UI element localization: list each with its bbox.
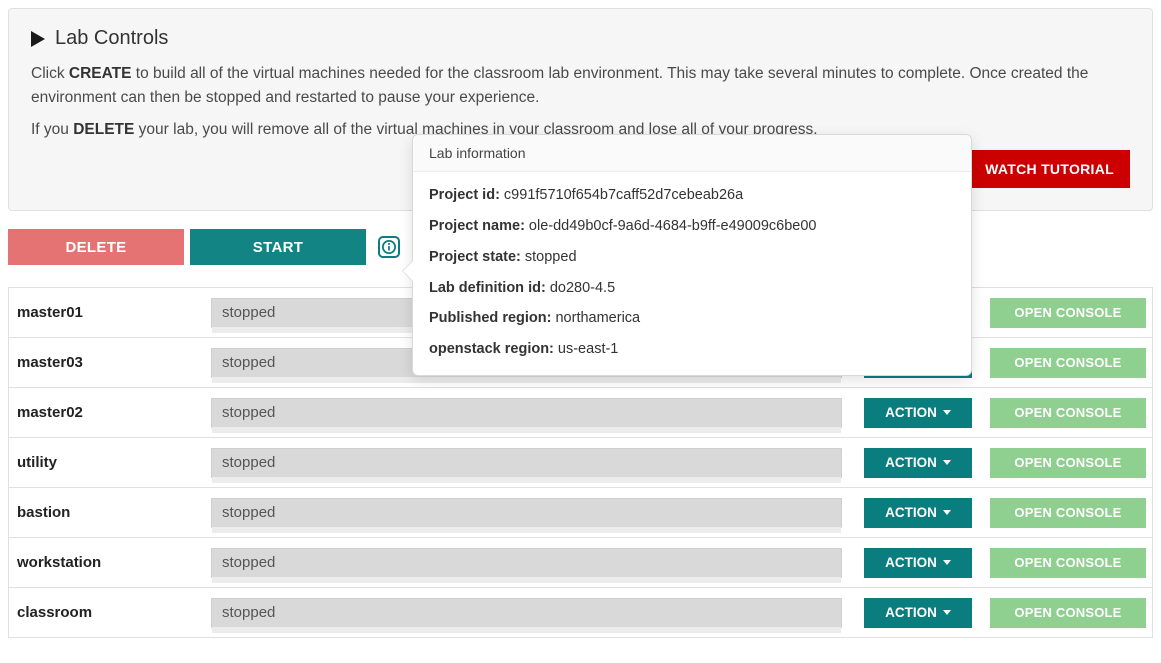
vm-name: classroom — [9, 604, 211, 621]
text-strong: DELETE — [73, 121, 134, 138]
table-row: classroomstopped ACTION OPEN CONSOLE — [9, 587, 1152, 637]
popover-title: Lab information — [413, 135, 971, 172]
popover-field: openstack region: us-east-1 — [429, 340, 955, 359]
panel-heading[interactable]: Lab Controls — [31, 27, 1130, 50]
vm-action-cell: ACTION — [864, 548, 972, 578]
vm-console-cell: OPEN CONSOLE — [990, 548, 1146, 578]
vm-status: stopped — [211, 548, 842, 578]
vm-status: stopped — [211, 398, 842, 428]
vm-name: bastion — [9, 504, 211, 521]
popover-field: Published region: northamerica — [429, 309, 955, 328]
popover-field: Project id: c991f5710f654b7caff52d7cebea… — [429, 186, 955, 205]
open-console-button[interactable]: OPEN CONSOLE — [990, 298, 1146, 328]
vm-name: master01 — [9, 304, 211, 321]
expand-triangle-icon — [31, 31, 45, 47]
popover-field-label: Project name: — [429, 218, 525, 234]
text: If you — [31, 121, 73, 138]
open-console-button[interactable]: OPEN CONSOLE — [990, 348, 1146, 378]
vm-action-cell: ACTION — [864, 498, 972, 528]
action-label: ACTION — [885, 505, 937, 520]
action-label: ACTION — [885, 605, 937, 620]
action-dropdown-button[interactable]: ACTION — [864, 498, 972, 528]
action-label: ACTION — [885, 455, 937, 470]
action-dropdown-button[interactable]: ACTION — [864, 448, 972, 478]
vm-console-cell: OPEN CONSOLE — [990, 298, 1146, 328]
text: to build all of the virtual machines nee… — [31, 65, 1088, 106]
popover-arrow-icon — [403, 261, 413, 281]
panel-title: Lab Controls — [55, 27, 168, 50]
table-row: bastionstopped ACTION OPEN CONSOLE — [9, 487, 1152, 537]
action-dropdown-button[interactable]: ACTION — [864, 548, 972, 578]
table-row: utilitystopped ACTION OPEN CONSOLE — [9, 437, 1152, 487]
vm-name: master03 — [9, 354, 211, 371]
chevron-down-icon — [943, 510, 951, 515]
popover-field-value: us-east-1 — [554, 341, 618, 357]
open-console-button[interactable]: OPEN CONSOLE — [990, 398, 1146, 428]
popover-field-value: c991f5710f654b7caff52d7cebeab26a — [500, 187, 743, 203]
open-console-button[interactable]: OPEN CONSOLE — [990, 498, 1146, 528]
action-label: ACTION — [885, 405, 937, 420]
vm-console-cell: OPEN CONSOLE — [990, 398, 1146, 428]
popover-field-value: do280-4.5 — [546, 280, 615, 296]
vm-name: utility — [9, 454, 211, 471]
open-console-button[interactable]: OPEN CONSOLE — [990, 598, 1146, 628]
chevron-down-icon — [943, 560, 951, 565]
vm-action-cell: ACTION — [864, 598, 972, 628]
panel-description-1: Click CREATE to build all of the virtual… — [31, 62, 1130, 110]
vm-name: master02 — [9, 404, 211, 421]
popover-field: Project state: stopped — [429, 248, 955, 267]
vm-action-cell: ACTION — [864, 448, 972, 478]
vm-console-cell: OPEN CONSOLE — [990, 598, 1146, 628]
open-console-button[interactable]: OPEN CONSOLE — [990, 548, 1146, 578]
popover-field-label: Project state: — [429, 249, 521, 265]
action-dropdown-button[interactable]: ACTION — [864, 398, 972, 428]
popover-field-label: Published region: — [429, 310, 551, 326]
lab-info-popover: Lab information Project id: c991f5710f65… — [412, 134, 972, 376]
vm-name: workstation — [9, 554, 211, 571]
popover-field: Project name: ole-dd49b0cf-9a6d-4684-b9f… — [429, 217, 955, 236]
vm-action-cell: ACTION — [864, 398, 972, 428]
popover-field-label: openstack region: — [429, 341, 554, 357]
delete-button[interactable]: DELETE — [8, 229, 184, 265]
popover-field-label: Lab definition id: — [429, 280, 546, 296]
start-button[interactable]: START — [190, 229, 366, 265]
popover-body: Project id: c991f5710f654b7caff52d7cebea… — [413, 172, 971, 375]
action-dropdown-button[interactable]: ACTION — [864, 598, 972, 628]
action-label: ACTION — [885, 555, 937, 570]
vm-status: stopped — [211, 448, 842, 478]
open-console-button[interactable]: OPEN CONSOLE — [990, 448, 1146, 478]
watch-tutorial-button[interactable]: WATCH TUTORIAL — [969, 150, 1130, 188]
vm-console-cell: OPEN CONSOLE — [990, 448, 1146, 478]
lab-info-icon[interactable] — [378, 236, 400, 258]
chevron-down-icon — [943, 610, 951, 615]
popover-field-value: northamerica — [551, 310, 640, 326]
popover-field: Lab definition id: do280-4.5 — [429, 279, 955, 298]
chevron-down-icon — [943, 460, 951, 465]
vm-status: stopped — [211, 498, 842, 528]
popover-field-value: ole-dd49b0cf-9a6d-4684-b9ff-e49009c6be00 — [525, 218, 817, 234]
popover-field-label: Project id: — [429, 187, 500, 203]
vm-console-cell: OPEN CONSOLE — [990, 498, 1146, 528]
text: Click — [31, 65, 69, 82]
info-icon — [382, 240, 396, 254]
text-strong: CREATE — [69, 65, 132, 82]
chevron-down-icon — [943, 410, 951, 415]
popover-field-value: stopped — [521, 249, 577, 265]
vm-console-cell: OPEN CONSOLE — [990, 348, 1146, 378]
table-row: workstationstopped ACTION OPEN CONSOLE — [9, 537, 1152, 587]
table-row: master02stopped ACTION OPEN CONSOLE — [9, 387, 1152, 437]
vm-status: stopped — [211, 598, 842, 628]
